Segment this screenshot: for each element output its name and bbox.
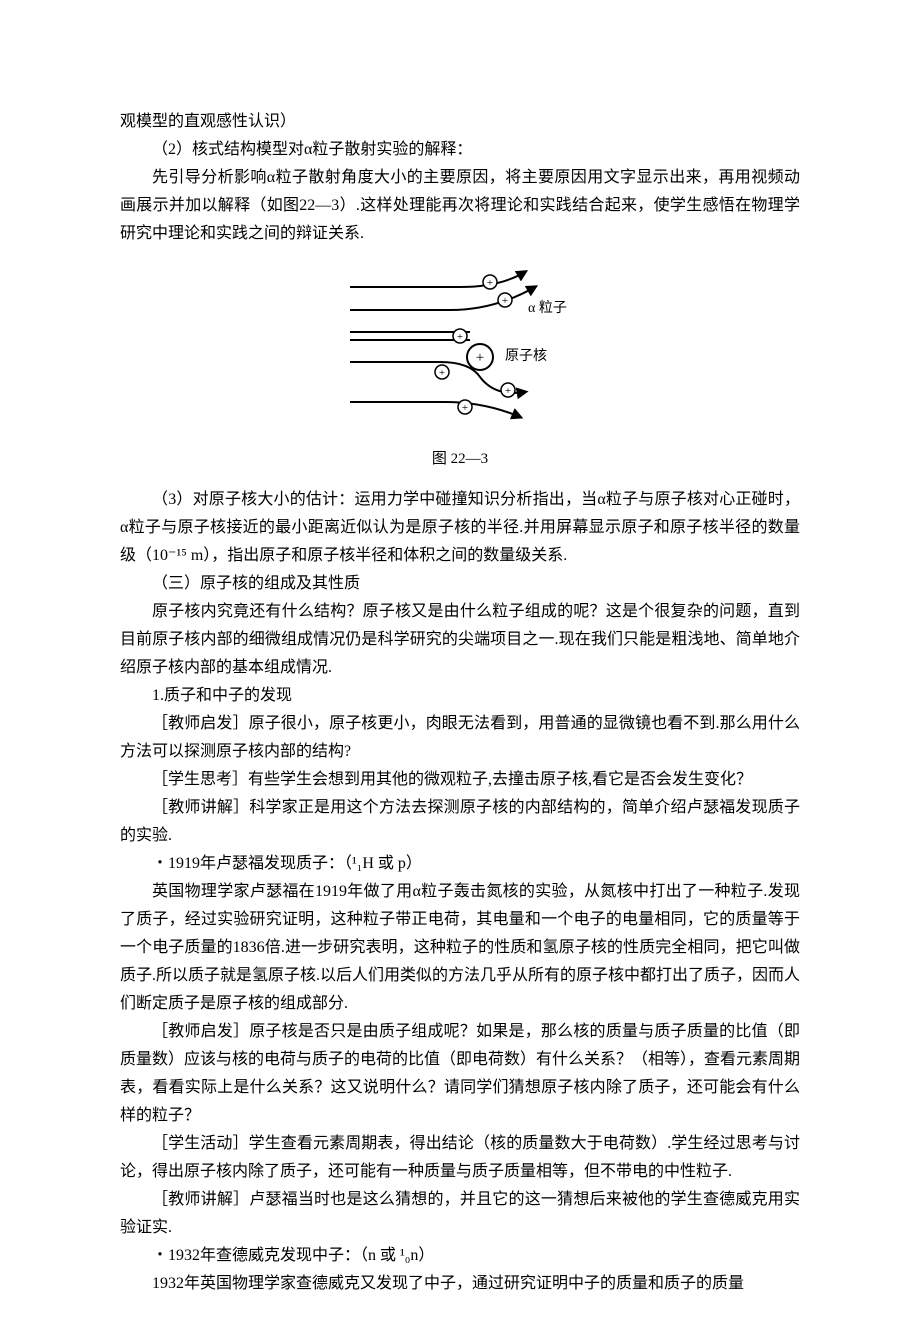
teacher-inspire-1: ［教师启发］原子很小，原子核更小，肉眼无法看到，用普通的显微镜也看不到.那么用什… xyxy=(120,710,800,766)
rutherford-paragraph: 英国物理学家卢瑟福在1919年做了用α粒子轰击氮核的实验，从氮核中打出了一种粒子… xyxy=(120,878,800,1018)
svg-text:+: + xyxy=(502,295,508,307)
figure-22-3: + + + + + + + α 粒子 原子核 xyxy=(120,262,800,442)
svg-text:+: + xyxy=(487,277,493,289)
svg-text:+: + xyxy=(505,385,511,397)
figure-22-3-caption: 图 22—3 xyxy=(120,446,800,472)
section-three-p1: 原子核内究竟还有什么结构？原子核又是由什么粒子组成的呢？这是个很复杂的问题，直到… xyxy=(120,598,800,682)
last-fragment: 1932年英国物理学家查德威克又发现了中子，通过研究证明中子的质量和质子的质量 xyxy=(120,1270,800,1298)
section-three-title: （三）原子核的组成及其性质 xyxy=(120,570,800,598)
student-activity: ［学生活动］学生查看元素周期表，得出结论（核的质量数大于电荷数）.学生经过思考与… xyxy=(120,1130,800,1186)
student-think: ［学生思考］有些学生会想到用其他的微观粒子,去撞击原子核,看它是否会发生变化？ xyxy=(120,766,800,794)
heading-1: 1.质子和中子的发现 xyxy=(120,682,800,710)
alpha-scattering-diagram: + + + + + + + α 粒子 原子核 xyxy=(330,262,590,432)
teacher-explain-1: ［教师讲解］科学家正是用这个方法去探测原子核的内部结构的，简单介绍卢瑟福发现质子… xyxy=(120,794,800,850)
leading-fragment: 观模型的直观感性认识） xyxy=(120,108,800,136)
section-2-title: （2）核式结构模型对α粒子散射实验的解释： xyxy=(120,136,800,164)
bullet-1919: ・1919年卢瑟福发现质子：（¹₁H 或 p） xyxy=(120,850,800,878)
section-2-paragraph-1: 先引导分析影响α粒子散射角度大小的主要原因，将主要原因用文字显示出来，再用视频动… xyxy=(120,164,800,248)
teacher-inspire-2: ［教师启发］原子核是否只是由质子组成呢？如果是，那么核的质量与质子质量的比值（即… xyxy=(120,1018,800,1130)
svg-text:+: + xyxy=(476,350,484,366)
bullet-1932: ・1932年查德威克发现中子：（n 或 ¹₀n） xyxy=(120,1242,800,1270)
svg-text:+: + xyxy=(439,367,445,379)
svg-text:+: + xyxy=(462,402,468,414)
svg-text:+: + xyxy=(457,331,463,343)
alpha-label: α 粒子 xyxy=(528,300,567,316)
nucleus-label: 原子核 xyxy=(505,348,547,364)
teacher-explain-2: ［教师讲解］卢瑟福当时也是这么猜想的，并且它的这一猜想后来被他的学生查德威克用实… xyxy=(120,1186,800,1242)
section-3-estimate: （3）对原子核大小的估计：运用力学中碰撞知识分析指出，当α粒子与原子核对心正碰时… xyxy=(120,486,800,570)
